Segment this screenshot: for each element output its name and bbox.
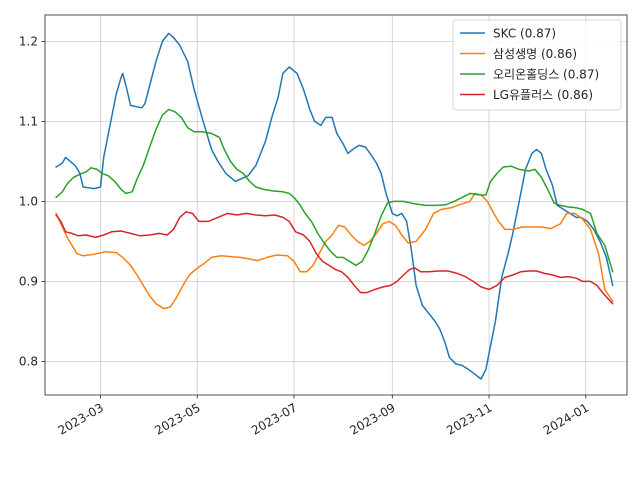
legend-label-3: LG유플러스 (0.86) bbox=[493, 88, 593, 102]
series-lines bbox=[55, 32, 614, 380]
series-line-0 bbox=[55, 32, 614, 380]
y-tick-label: 1.0 bbox=[19, 194, 38, 208]
legend-label-0: SKC (0.87) bbox=[493, 27, 556, 41]
legend-label-2: 오리온홀딩스 (0.87) bbox=[493, 68, 599, 82]
series-line-1 bbox=[55, 192, 614, 310]
y-tick-label: 0.9 bbox=[19, 274, 38, 288]
plot-frame bbox=[44, 14, 628, 396]
y-tick-label: 0.8 bbox=[19, 354, 38, 368]
legend-box bbox=[452, 19, 622, 111]
y-tick-label: 1.1 bbox=[19, 114, 38, 128]
legend-label-1: 삼성생명 (0.86) bbox=[493, 47, 577, 61]
series-line-3 bbox=[55, 211, 614, 305]
y-tick-label: 1.2 bbox=[19, 34, 38, 48]
legend: SKC (0.87) 삼성생명 (0.86) 오리온홀딩스 (0.87) LG유플러스… bbox=[452, 19, 622, 111]
series-line-2 bbox=[55, 108, 614, 273]
